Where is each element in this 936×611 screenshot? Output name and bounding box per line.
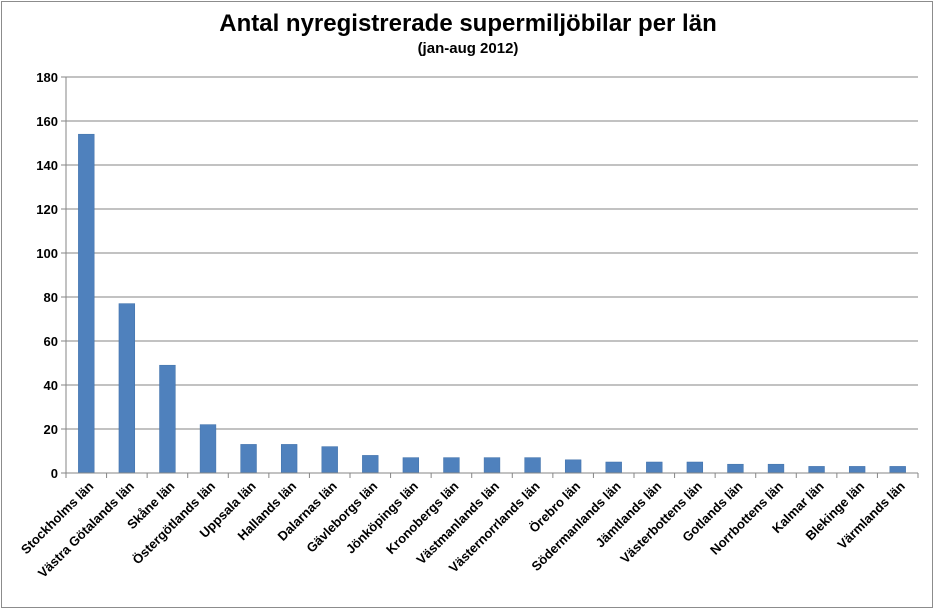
y-tick-label: 60 xyxy=(44,334,58,349)
bar xyxy=(808,466,825,474)
bar xyxy=(605,461,622,474)
y-axis: 0 20 40 60 80 100 120 140 160 180 xyxy=(36,70,67,481)
x-tick-label: Jönköpings län xyxy=(343,478,421,556)
bar xyxy=(727,463,744,474)
bar xyxy=(848,466,866,474)
chart-title: Antal nyregistrerade supermiljöbilar per… xyxy=(219,10,717,37)
bar xyxy=(524,457,541,474)
y-tick-label: 140 xyxy=(36,158,58,173)
bar xyxy=(646,461,663,474)
bar xyxy=(118,303,136,474)
y-tick-label: 160 xyxy=(36,114,58,129)
y-tick-label: 20 xyxy=(44,422,58,437)
bar xyxy=(321,446,338,474)
bar xyxy=(402,457,420,474)
bar xyxy=(443,457,460,474)
bar xyxy=(159,364,176,474)
y-tick-label: 0 xyxy=(51,466,58,481)
bar xyxy=(483,457,501,474)
x-tick-label: Gävleborgs län xyxy=(303,478,380,555)
gridlines xyxy=(66,76,918,474)
bar xyxy=(362,455,379,474)
bar xyxy=(889,466,906,474)
bar-series xyxy=(78,133,906,474)
x-tick-label: Norrbottens län xyxy=(707,478,786,557)
y-tick-label: 80 xyxy=(44,290,58,305)
bar xyxy=(686,461,704,474)
bar xyxy=(78,133,95,474)
bar xyxy=(199,424,217,474)
x-tick-label: Kronobergs län xyxy=(383,478,462,557)
y-tick-label: 180 xyxy=(36,70,58,85)
bar xyxy=(564,459,582,474)
y-tick-label: 120 xyxy=(36,202,58,217)
bar xyxy=(280,444,298,474)
chart-subtitle: (jan-aug 2012) xyxy=(417,40,519,57)
x-tick-label: Stockholms län xyxy=(18,478,97,557)
bar xyxy=(767,463,785,474)
bar xyxy=(240,444,257,474)
y-tick-label: 40 xyxy=(44,378,58,393)
y-tick-label: 100 xyxy=(36,246,58,261)
